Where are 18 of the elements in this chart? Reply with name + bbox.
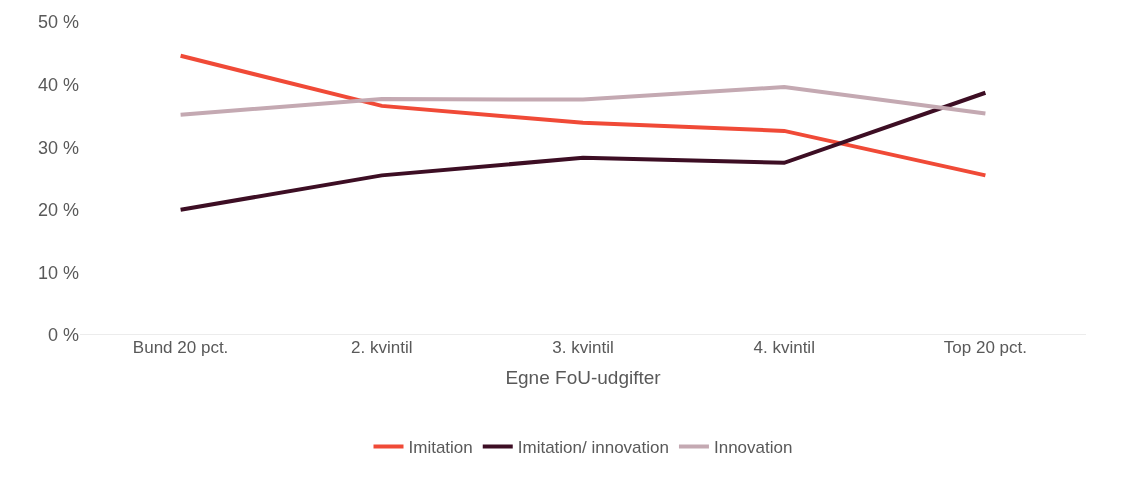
x-tick-label: 2. kvintil xyxy=(351,338,413,357)
legend-label: Imitation/ innovation xyxy=(517,438,669,458)
y-tick-label: 50 % xyxy=(37,12,79,33)
x-tick-label: Bund 20 pct. xyxy=(132,338,229,357)
x-tick-label: Top 20 pct. xyxy=(943,338,1027,357)
legend-label: Innovation xyxy=(713,438,793,458)
y-tick-label: 20 % xyxy=(37,200,79,221)
y-tick-label: 40 % xyxy=(37,74,79,95)
line-series xyxy=(178,53,988,178)
y-tick-label: 10 % xyxy=(37,262,79,283)
line-series xyxy=(178,90,988,212)
x-tick-label: 4. kvintil xyxy=(753,338,815,357)
line-series xyxy=(178,85,988,117)
y-tick-label: 30 % xyxy=(37,137,79,158)
y-tick-label: 0 % xyxy=(47,325,79,346)
x-axis-title: Egne FoU-udgifter xyxy=(505,366,662,388)
legend-label: Imitation xyxy=(408,438,473,458)
x-tick-label: 3. kvintil xyxy=(552,338,614,357)
